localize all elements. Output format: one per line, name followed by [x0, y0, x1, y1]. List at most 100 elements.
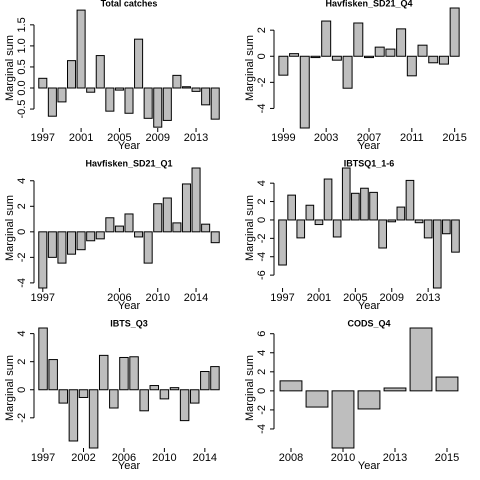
x-tick-label: 1997 — [270, 292, 294, 304]
bar — [119, 356, 129, 391]
y-tick-label: 6 — [256, 331, 268, 337]
bar — [406, 55, 417, 77]
panel-title: Havfisken_SD21_Q4 — [325, 0, 412, 8]
x-tick-label: 2008 — [279, 452, 303, 464]
bar — [159, 389, 170, 400]
bar — [321, 20, 332, 57]
x-tick-label: 2013 — [416, 292, 440, 304]
y-tick-label: 2 — [256, 369, 268, 375]
x-tick-label: 2014 — [184, 292, 208, 304]
y-tick-label: -6 — [256, 270, 268, 280]
y-tick-label: -2 — [16, 252, 28, 262]
y-tick-label: -2 — [16, 413, 28, 423]
bar — [139, 389, 149, 412]
x-tick-label: 2014 — [193, 452, 217, 464]
bar — [210, 366, 220, 391]
x-tick-label: 2005 — [107, 132, 131, 144]
bar — [396, 28, 407, 57]
bar — [201, 87, 211, 106]
bar — [331, 55, 342, 61]
bar — [67, 231, 77, 255]
bar — [332, 219, 342, 238]
bar — [414, 219, 424, 224]
y-tick-label: -4 — [256, 252, 268, 262]
x-tick-label: 2002 — [71, 452, 95, 464]
bar — [383, 387, 407, 392]
x-axis-label: Year — [118, 460, 141, 472]
bar — [310, 55, 321, 59]
x-tick-label: 2010 — [331, 452, 355, 464]
bar — [124, 213, 134, 233]
y-tick-label: -2 — [256, 405, 268, 415]
bar — [364, 55, 374, 59]
x-tick-label: 2007 — [357, 132, 381, 144]
bar — [78, 389, 89, 398]
bar — [47, 231, 57, 258]
bar — [299, 55, 310, 129]
y-axis-label: Marginal sum — [4, 35, 16, 101]
bar — [405, 179, 415, 221]
bar — [67, 60, 77, 89]
bar — [129, 356, 139, 391]
y-tick-label: -2 — [256, 77, 268, 87]
y-tick-label: 4 — [16, 331, 28, 337]
bar — [76, 9, 86, 89]
bar — [57, 87, 67, 103]
bar — [143, 231, 153, 264]
x-axis-label: Year — [358, 140, 381, 152]
bar — [95, 231, 105, 240]
bar — [58, 389, 69, 404]
bar — [105, 217, 115, 233]
x-tick-label: 1997 — [31, 292, 55, 304]
x-tick-label: 2003 — [314, 132, 338, 144]
panel-title: CODS_Q4 — [347, 318, 390, 328]
bar — [38, 77, 48, 89]
x-tick-label: 2001 — [69, 132, 93, 144]
bar — [95, 55, 105, 89]
bar — [98, 354, 109, 391]
x-axis-label: Year — [118, 300, 141, 312]
bar — [48, 359, 58, 391]
bar — [417, 44, 428, 57]
bar — [305, 204, 315, 221]
x-tick-label: 2009 — [145, 132, 169, 144]
bar — [201, 223, 211, 233]
y-tick-label: 4 — [256, 350, 268, 356]
bar — [143, 87, 153, 119]
panel-title: Total catches — [101, 0, 158, 8]
x-tick-label: 1997 — [31, 132, 55, 144]
y-tick-label: 4 — [16, 178, 28, 184]
bar — [278, 55, 289, 76]
y-tick-label: 0 — [16, 387, 28, 393]
bar — [387, 219, 397, 223]
y-tick-label: 0.5 — [16, 59, 28, 74]
bar — [305, 390, 329, 408]
bar — [162, 87, 172, 121]
bar — [385, 48, 396, 57]
bar — [38, 327, 48, 391]
y-tick-label: 0.0 — [16, 80, 28, 95]
y-axis-label: Marginal sum — [244, 195, 256, 261]
bar — [134, 38, 144, 89]
x-tick-label: 2013 — [184, 132, 208, 144]
panel-title: IBTSQ1_1-6 — [344, 158, 395, 168]
bar — [134, 231, 144, 238]
bar — [169, 387, 180, 391]
y-tick-label: 0 — [256, 53, 268, 59]
y-axis-label: Marginal sum — [4, 355, 16, 421]
bar — [191, 167, 201, 233]
x-tick-label: 2006 — [112, 452, 136, 464]
bar — [191, 87, 201, 92]
bar — [369, 191, 378, 221]
bar — [105, 87, 115, 112]
x-tick-label: 2011 — [400, 132, 424, 144]
bar — [189, 389, 200, 404]
bar — [179, 389, 190, 422]
y-axis-label: Marginal sum — [4, 195, 16, 261]
x-tick-label: 1999 — [271, 132, 295, 144]
y-tick-label: 0 — [256, 388, 268, 394]
bar — [57, 231, 67, 264]
bar — [287, 194, 296, 221]
y-tick-label: -4 — [256, 424, 268, 434]
y-tick-label: 2 — [16, 359, 28, 365]
